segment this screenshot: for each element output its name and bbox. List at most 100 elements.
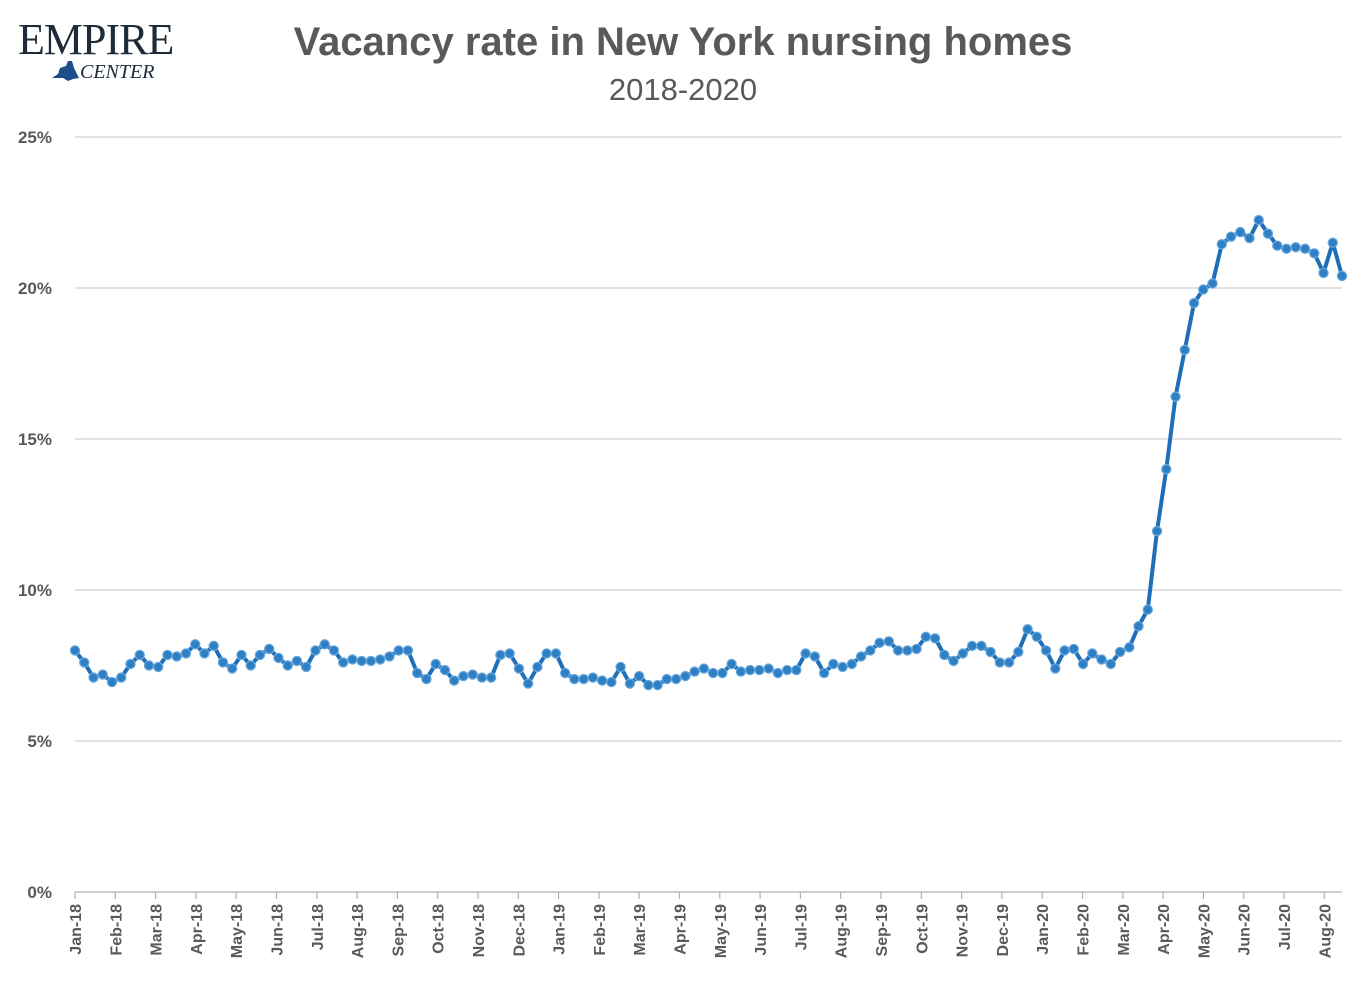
x-tick-label: Sep-19 <box>874 904 891 957</box>
logo-wordmark: EMPIRE <box>18 15 174 64</box>
x-tick-label: Jul-19 <box>793 904 810 950</box>
data-point <box>939 649 950 661</box>
data-point <box>874 637 885 649</box>
data-point <box>1299 243 1311 254</box>
data-point <box>291 655 303 667</box>
x-tick-label: Jan-20 <box>1035 904 1052 955</box>
x-tick-label: Apr-20 <box>1156 904 1173 955</box>
data-point <box>948 655 959 667</box>
data-point <box>1013 646 1024 658</box>
x-tick-label: Oct-18 <box>431 904 448 954</box>
data-point <box>513 663 525 674</box>
data-point <box>985 646 996 658</box>
data-point <box>791 664 802 676</box>
data-point <box>902 645 913 656</box>
data-point <box>606 676 617 688</box>
data-point <box>328 645 340 656</box>
data-point <box>818 667 830 679</box>
data-point <box>69 645 81 656</box>
logo-subtitle: CENTER <box>80 61 155 83</box>
data-point <box>254 649 266 661</box>
x-tick-label: Nov-19 <box>955 904 972 957</box>
data-point <box>532 661 543 673</box>
data-point <box>1133 621 1144 632</box>
data-point <box>310 645 321 656</box>
data-point <box>596 675 608 686</box>
data-point <box>957 648 969 659</box>
y-tick-label: 15% <box>18 430 52 449</box>
chart-title: Vacancy rate in New York nursing homes <box>293 20 1073 64</box>
x-tick-label: Jun-18 <box>270 904 287 956</box>
x-tick-label: Feb-18 <box>108 904 125 956</box>
data-point <box>79 657 90 668</box>
data-point <box>1253 214 1264 226</box>
data-point <box>476 672 488 683</box>
data-point <box>994 657 1006 668</box>
data-point <box>689 666 700 677</box>
data-point <box>1244 232 1255 244</box>
data-point <box>1207 278 1218 289</box>
data-point <box>273 652 284 664</box>
data-point <box>550 648 562 659</box>
data-point <box>615 661 626 673</box>
data-point <box>1022 624 1033 635</box>
data-point <box>1327 237 1338 248</box>
data-point <box>929 633 941 644</box>
data-point <box>402 645 414 656</box>
y-tick-label: 10% <box>18 581 52 600</box>
data-point <box>541 648 552 659</box>
data-point <box>800 648 811 659</box>
gridlines <box>75 136 1342 742</box>
x-tick-label: May-20 <box>1196 904 1213 958</box>
x-tick-label: Jan-19 <box>552 904 569 955</box>
data-point <box>171 651 182 662</box>
data-point <box>356 655 367 667</box>
data-point <box>976 640 987 652</box>
x-tick-label: Dec-18 <box>511 904 528 957</box>
x-tick-label: Jan-18 <box>68 904 85 955</box>
new-york-state-icon <box>52 61 79 81</box>
chart-subtitle: 2018-2020 <box>608 72 758 107</box>
data-point <box>125 658 136 670</box>
x-tick-label: Aug-20 <box>1317 904 1334 958</box>
x-tick-label: Dec-19 <box>995 904 1012 957</box>
data-point <box>1096 654 1107 665</box>
data-point <box>134 649 145 661</box>
data-point <box>384 651 395 662</box>
data-point <box>1262 228 1274 239</box>
x-tick-label: Jul-20 <box>1277 904 1294 950</box>
data-point <box>1198 284 1209 295</box>
data-point <box>1003 657 1015 668</box>
data-point <box>190 639 201 650</box>
series-line <box>73 218 1344 688</box>
data-point <box>1170 391 1181 402</box>
data-point <box>495 649 506 661</box>
data-point <box>1068 643 1080 655</box>
data-point <box>744 664 756 676</box>
data-point <box>966 640 978 652</box>
data-point <box>763 663 774 674</box>
y-tick-label: 0% <box>27 883 52 902</box>
data-point <box>319 639 330 650</box>
data-point <box>143 660 155 671</box>
data-point <box>680 670 691 682</box>
y-tick-label: 5% <box>27 732 52 751</box>
data-point <box>430 658 441 670</box>
data-point <box>236 649 247 661</box>
y-tick-label: 25% <box>18 128 52 147</box>
data-point <box>1050 663 1061 674</box>
data-point <box>1142 604 1153 615</box>
data-point <box>1077 658 1089 670</box>
x-tick-label: Jun-19 <box>753 904 770 956</box>
x-tick-label: Mar-19 <box>632 904 649 956</box>
data-point <box>837 661 848 673</box>
data-point <box>1087 648 1098 659</box>
x-tick-label: Apr-19 <box>673 904 690 955</box>
data-point <box>1059 645 1070 656</box>
data-point <box>1235 226 1246 238</box>
data-point <box>458 670 469 682</box>
data-point <box>726 658 737 670</box>
data-point <box>116 672 127 683</box>
data-point <box>282 660 293 671</box>
empire-center-logo: EMPIRE CENTER <box>14 16 174 86</box>
